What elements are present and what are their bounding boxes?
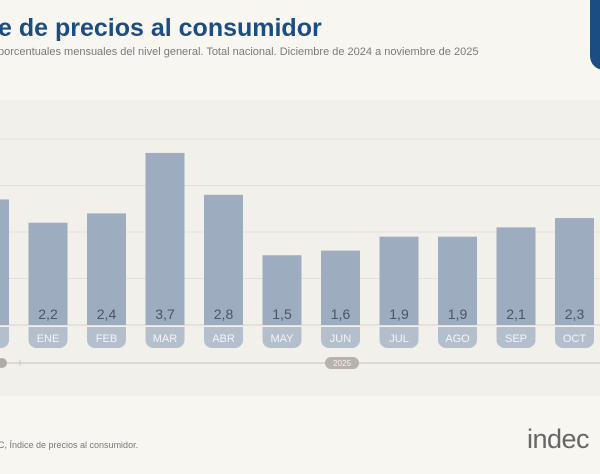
value-label: 3,7 xyxy=(155,306,175,322)
category-pill xyxy=(145,327,185,348)
bar xyxy=(555,218,594,325)
bar xyxy=(438,236,477,325)
value-label: 2,1 xyxy=(506,306,526,322)
bar xyxy=(262,255,302,325)
bar xyxy=(321,250,360,325)
category-pill xyxy=(0,327,9,348)
value-label: 2,3 xyxy=(565,306,585,322)
category-label: JUN xyxy=(330,333,351,345)
category-pill xyxy=(555,327,594,348)
value-label: 2,8 xyxy=(214,306,234,322)
category-pill xyxy=(204,327,243,348)
category-label: AGO xyxy=(445,333,470,345)
corner-tab xyxy=(590,0,600,70)
value-label: 1,5 xyxy=(272,306,292,322)
category-label: JUL xyxy=(389,333,409,345)
category-label: FEB xyxy=(96,333,117,345)
category-pill xyxy=(496,327,536,348)
category-pill xyxy=(28,327,68,348)
value-label: 1,9 xyxy=(389,306,409,322)
category-pill xyxy=(87,327,126,348)
category-label: SEP xyxy=(505,333,527,345)
bar xyxy=(0,199,9,325)
timeline-marker xyxy=(0,358,7,368)
chart-title: e de precios al consumidor xyxy=(0,14,322,42)
value-label: 2,2 xyxy=(38,306,58,322)
year-pill xyxy=(325,357,359,369)
category-pill xyxy=(321,327,360,348)
category-pill xyxy=(262,327,302,348)
category-label: ABR xyxy=(212,333,235,345)
year-label: 2025 xyxy=(333,359,351,368)
bar xyxy=(204,194,243,325)
value-label: 1,6 xyxy=(331,306,351,322)
category-label: MAR xyxy=(153,333,178,345)
value-label: 1,9 xyxy=(448,306,468,322)
chart-subtitle: porcentuales mensuales del nivel general… xyxy=(0,46,479,58)
bar xyxy=(28,222,68,325)
bar xyxy=(379,236,419,325)
indec-logo: indec xyxy=(527,424,590,454)
source-note: C, Índice de precios al consumidor. xyxy=(0,440,139,450)
bar xyxy=(145,152,185,325)
value-label: 2,4 xyxy=(97,306,117,322)
category-label: ENE xyxy=(37,333,60,345)
category-label: MAY xyxy=(270,333,294,345)
category-pill xyxy=(438,327,477,348)
category-pill xyxy=(379,327,419,348)
bar xyxy=(496,227,536,325)
bar xyxy=(87,213,126,325)
category-label: OCT xyxy=(563,333,587,345)
